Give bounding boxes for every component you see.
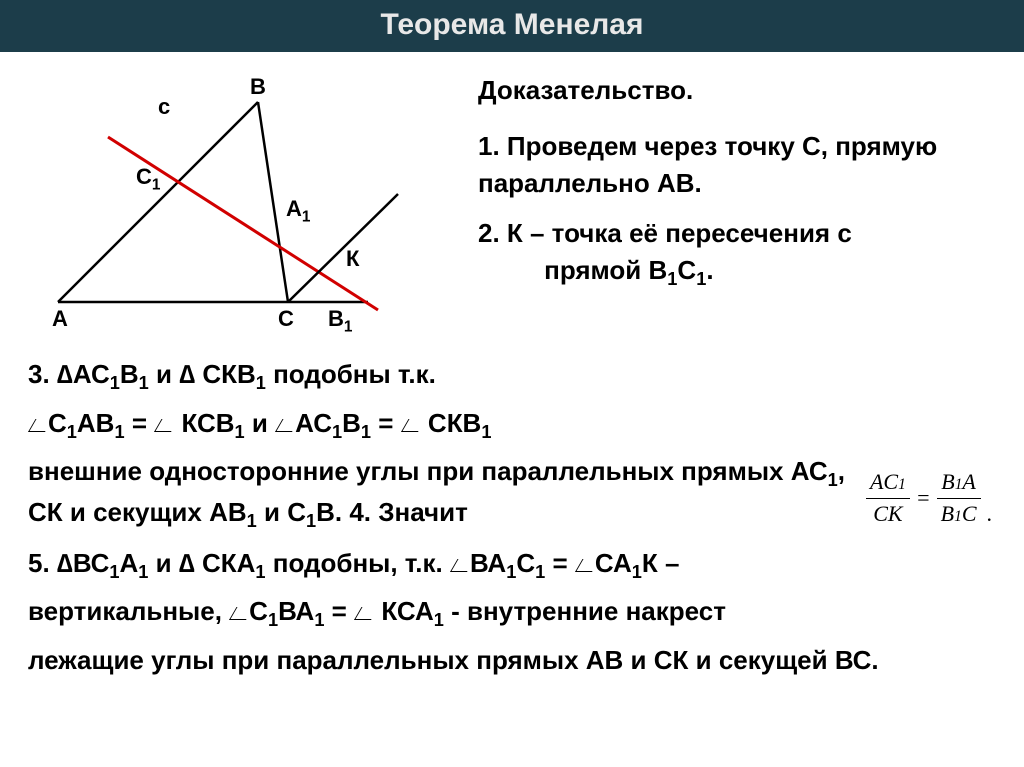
angle-icon bbox=[354, 606, 372, 620]
step-5: 5. ∆ВС1А1 и ∆ СКА1 подобны, т.к. ВА1С1 =… bbox=[28, 545, 996, 586]
proof-heading: Доказательство. bbox=[478, 72, 996, 108]
geometry-diagram: с В С1 А1 К А С В1 bbox=[28, 72, 448, 332]
step-2: 2. К – точка её пересечения с прямой В1С… bbox=[478, 215, 996, 292]
diagram-svg bbox=[28, 72, 448, 332]
label-K: К bbox=[346, 246, 359, 272]
step-5b: вертикальные, С1ВА1 = КСА1 - внутренние … bbox=[28, 593, 996, 634]
label-C: С bbox=[278, 306, 294, 332]
right-column: Доказательство. 1. Проведем через точку … bbox=[478, 72, 996, 332]
angle-icon bbox=[575, 558, 593, 572]
angle-icon bbox=[28, 418, 46, 432]
label-A1: А1 bbox=[286, 196, 310, 226]
proof-body: 3. ∆АС1В1 и ∆ СКВ1 подобны т.к. С1АВ1 = … bbox=[28, 356, 996, 678]
angle-icon bbox=[229, 606, 247, 620]
slide-title: Теорема Менелая bbox=[0, 0, 1024, 52]
angle-icon bbox=[401, 418, 419, 432]
step-4-text: внешние односторонние углы при параллель… bbox=[28, 453, 852, 534]
step-3: 3. ∆АС1В1 и ∆ СКВ1 подобны т.к. bbox=[28, 356, 996, 397]
angle-icon bbox=[154, 418, 172, 432]
step-1: 1. Проведем через точку С, прямую паралл… bbox=[478, 128, 996, 201]
label-A: А bbox=[52, 306, 68, 332]
slide-content: с В С1 А1 К А С В1 Доказательство. 1. Пр… bbox=[0, 52, 1024, 706]
label-B1: В1 bbox=[328, 306, 352, 336]
label-c-lower: с bbox=[158, 94, 170, 120]
fraction-equation: AC1 CК = B1A B1C . bbox=[866, 467, 992, 530]
label-C1: С1 bbox=[136, 164, 160, 194]
top-row: с В С1 А1 К А С В1 Доказательство. 1. Пр… bbox=[28, 72, 996, 332]
angle-icon bbox=[275, 418, 293, 432]
step-4-row: внешние односторонние углы при параллель… bbox=[28, 453, 996, 534]
label-B: В bbox=[250, 74, 266, 100]
step-3b: С1АВ1 = КСВ1 и АС1В1 = СКВ1 bbox=[28, 405, 996, 446]
step-5c: лежащие углы при параллельных прямых АВ … bbox=[28, 642, 996, 678]
angle-icon bbox=[450, 558, 468, 572]
